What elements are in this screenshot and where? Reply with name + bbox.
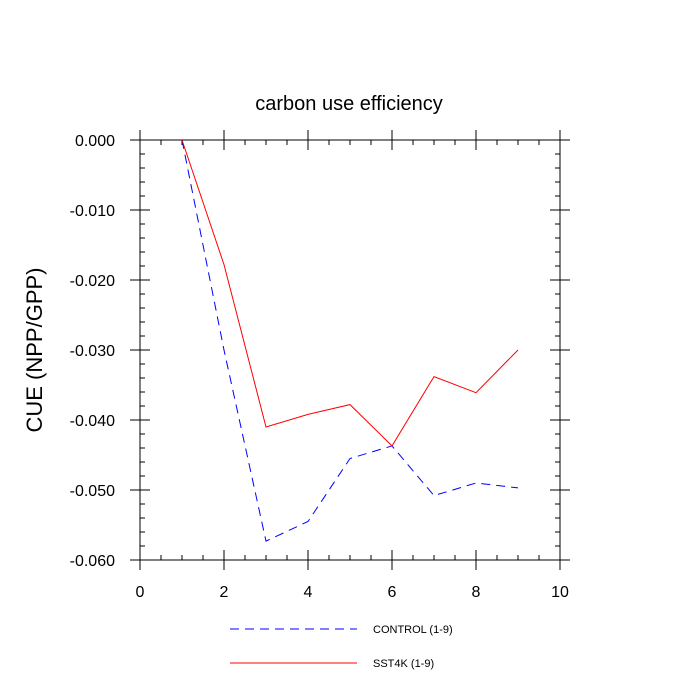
y-tick-label: -0.020: [70, 273, 115, 290]
y-tick-label: -0.050: [70, 483, 115, 500]
tick-labels: 0.000 -0.010 -0.020 -0.030 -0.040 -0.050 -0.06…: [70, 133, 569, 601]
y-tick-label: 0.000: [75, 133, 115, 150]
x-tick-label: 4: [304, 584, 313, 601]
series-line-sst4k: [181, 139, 519, 447]
y-tick-label: -0.040: [70, 413, 115, 430]
x-tick-label: 0: [136, 584, 145, 601]
legend-label-sst4k: SST4K (1-9): [373, 658, 434, 670]
plot-frame: [139, 139, 561, 561]
chart-title: carbon use efficiency: [255, 93, 443, 115]
x-tick-label: 8: [472, 584, 481, 601]
series-line-control: [181, 139, 519, 542]
x-tick-label: 6: [388, 584, 397, 601]
y-tick-label: -0.060: [70, 553, 115, 570]
y-axis-label: CUE (NPP/GPP): [22, 267, 47, 432]
legend: CONTROL (1-9) SST4K (1-9): [230, 624, 453, 670]
legend-label-control: CONTROL (1-9): [373, 624, 453, 636]
major-ticks: [130, 130, 570, 570]
y-tick-label: -0.030: [70, 343, 115, 360]
series-lines: [181, 139, 519, 542]
x-tick-label: 2: [220, 584, 229, 601]
y-tick-label: -0.010: [70, 203, 115, 220]
x-tick-label: 10: [551, 584, 569, 601]
